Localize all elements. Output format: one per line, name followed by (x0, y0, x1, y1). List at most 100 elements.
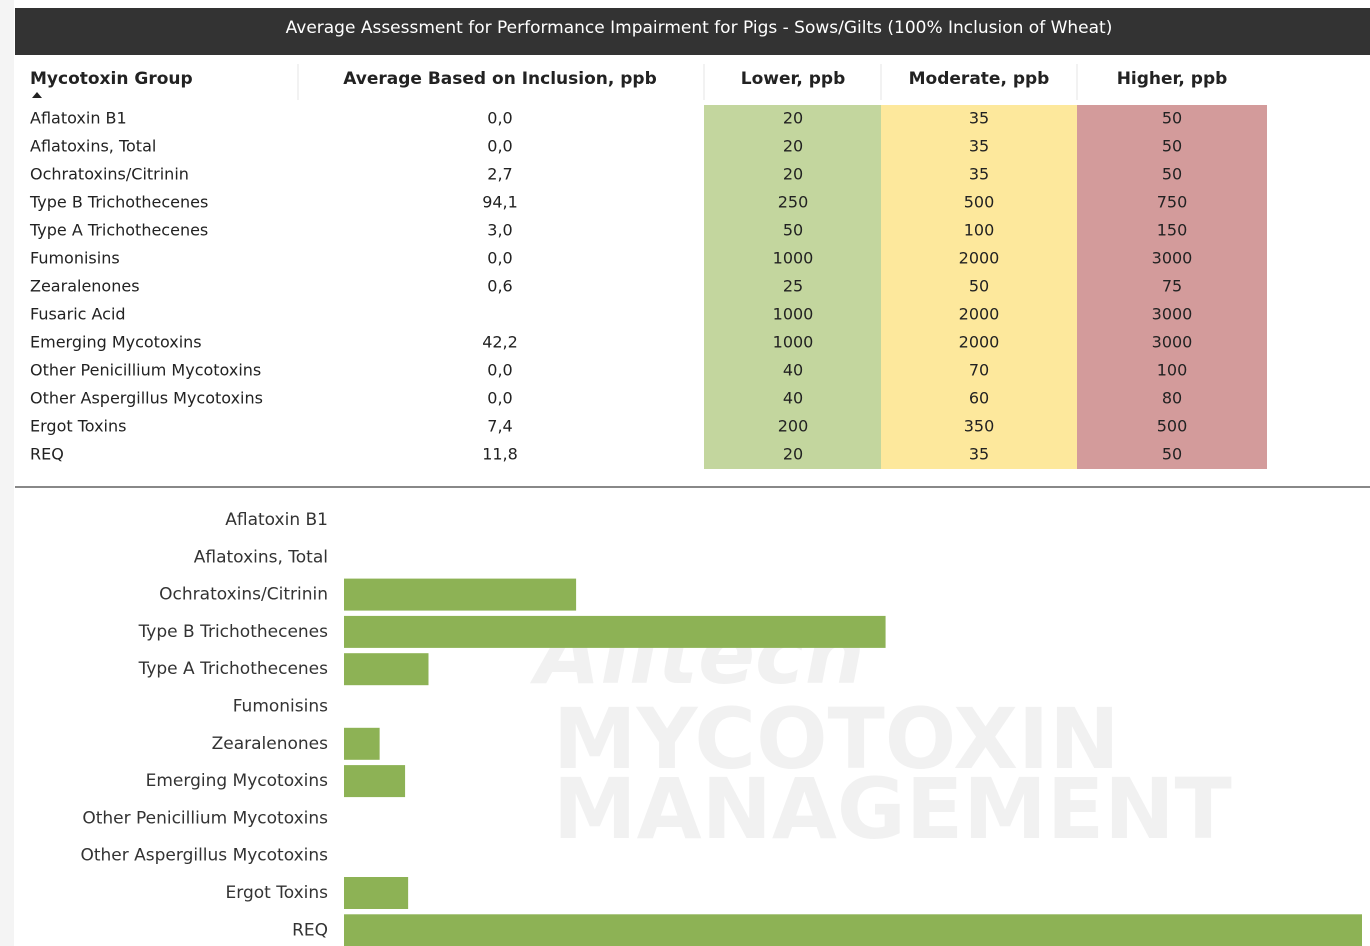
threshold-cell (704, 441, 881, 469)
table-cell: Aflatoxin B1 (30, 109, 127, 128)
table-cell: 50 (969, 277, 989, 296)
table-cell: 3000 (1152, 305, 1193, 324)
threshold-cell (1077, 245, 1267, 273)
threshold-cell (704, 245, 881, 273)
bar (344, 727, 380, 760)
table-cell: 20 (783, 165, 803, 184)
threshold-cell (704, 329, 881, 357)
title: Average Assessment for Performance Impai… (286, 18, 1113, 38)
threshold-cell (1077, 385, 1267, 413)
threshold-cell (1077, 301, 1267, 329)
side-shadow (0, 0, 14, 946)
table-cell: 3,0 (487, 221, 512, 240)
threshold-cell (704, 161, 881, 189)
threshold-cell (1077, 189, 1267, 217)
table-cell: 2000 (959, 249, 1000, 268)
threshold-cell (704, 133, 881, 161)
category-label: REQ (292, 920, 328, 940)
table-cell: Type B Trichothecenes (29, 193, 208, 212)
table-cell: Other Penicillium Mycotoxins (30, 361, 261, 380)
title-bar (15, 8, 1370, 55)
table-cell: 0,0 (487, 361, 512, 380)
threshold-cell (1077, 329, 1267, 357)
table-cell: 50 (1162, 445, 1182, 464)
threshold-cell (704, 357, 881, 385)
table-cell: 25 (783, 277, 803, 296)
table-cell: 0,0 (487, 389, 512, 408)
table-cell: Other Aspergillus Mycotoxins (30, 389, 263, 408)
table-cell: 350 (964, 417, 995, 436)
table-cell: 20 (783, 445, 803, 464)
table-cell: 500 (1157, 417, 1188, 436)
table-cell: 1000 (773, 333, 814, 352)
threshold-cell (704, 413, 881, 441)
table-cell: 50 (1162, 137, 1182, 156)
threshold-cell (881, 441, 1077, 469)
table-cell: 100 (964, 221, 995, 240)
threshold-cell (881, 105, 1077, 133)
threshold-cell (881, 385, 1077, 413)
bar (344, 578, 577, 611)
table-cell: Type A Trichothecenes (29, 221, 208, 240)
table-cell: 200 (778, 417, 809, 436)
threshold-cell (1077, 217, 1267, 245)
threshold-cell (881, 161, 1077, 189)
threshold-cell (1077, 105, 1267, 133)
table-cell: REQ (30, 445, 64, 464)
threshold-cell (881, 329, 1077, 357)
table-cell: 0,0 (487, 249, 512, 268)
table-cell: 2,7 (487, 165, 512, 184)
table-cell: 2000 (959, 333, 1000, 352)
category-label: Type A Trichothecenes (138, 659, 329, 679)
threshold-cell (704, 301, 881, 329)
table-cell: 50 (1162, 165, 1182, 184)
threshold-cell (881, 133, 1077, 161)
column-header: Lower, ppb (741, 69, 846, 89)
threshold-cell (1077, 133, 1267, 161)
threshold-cell (704, 273, 881, 301)
table-cell: 94,1 (482, 193, 518, 212)
table-cell: 42,2 (482, 333, 518, 352)
watermark-line: MYCOTOXIN (553, 690, 1120, 788)
watermark-line: MANAGEMENT (553, 760, 1232, 858)
table-cell: 0,6 (487, 277, 512, 296)
table-cell: 60 (969, 389, 989, 408)
table-cell: 20 (783, 137, 803, 156)
threshold-cell (881, 245, 1077, 273)
threshold-cell (1077, 413, 1267, 441)
table-cell: 80 (1162, 389, 1182, 408)
table-cell: 7,4 (487, 417, 512, 436)
table-cell: 1000 (773, 305, 814, 324)
table-cell: 2000 (959, 305, 1000, 324)
table-cell: 20 (783, 109, 803, 128)
table-cell: 3000 (1152, 249, 1193, 268)
category-label: Emerging Mycotoxins (146, 771, 329, 791)
table-cell: Ergot Toxins (30, 417, 126, 436)
sort-arrow (32, 92, 42, 98)
table-cell: 35 (969, 445, 989, 464)
table-cell: 75 (1162, 277, 1182, 296)
category-label: Ochratoxins/Citrinin (159, 585, 328, 605)
category-label: Aflatoxin B1 (225, 510, 328, 530)
column-header: Moderate, ppb (909, 69, 1050, 89)
table-cell: Emerging Mycotoxins (30, 333, 202, 352)
table-cell: 40 (783, 389, 803, 408)
bar (344, 615, 886, 648)
category-label: Other Aspergillus Mycotoxins (80, 846, 328, 866)
table-cell: 50 (1162, 109, 1182, 128)
table-cell: 500 (964, 193, 995, 212)
column-header: Mycotoxin Group (30, 69, 193, 89)
threshold-cell (704, 189, 881, 217)
category-label: Zearalenones (212, 734, 329, 754)
threshold-cell (1077, 357, 1267, 385)
table-cell: 150 (1157, 221, 1188, 240)
table-cell: 50 (783, 221, 803, 240)
table-cell: 750 (1157, 193, 1188, 212)
table-cell: 1000 (773, 249, 814, 268)
category-label: Fumonisins (233, 697, 328, 717)
column-header: Average Based on Inclusion, ppb (343, 69, 657, 89)
threshold-cell (881, 189, 1077, 217)
category-label: Aflatoxins, Total (194, 547, 328, 567)
category-label: Type B Trichothecenes (138, 622, 329, 642)
